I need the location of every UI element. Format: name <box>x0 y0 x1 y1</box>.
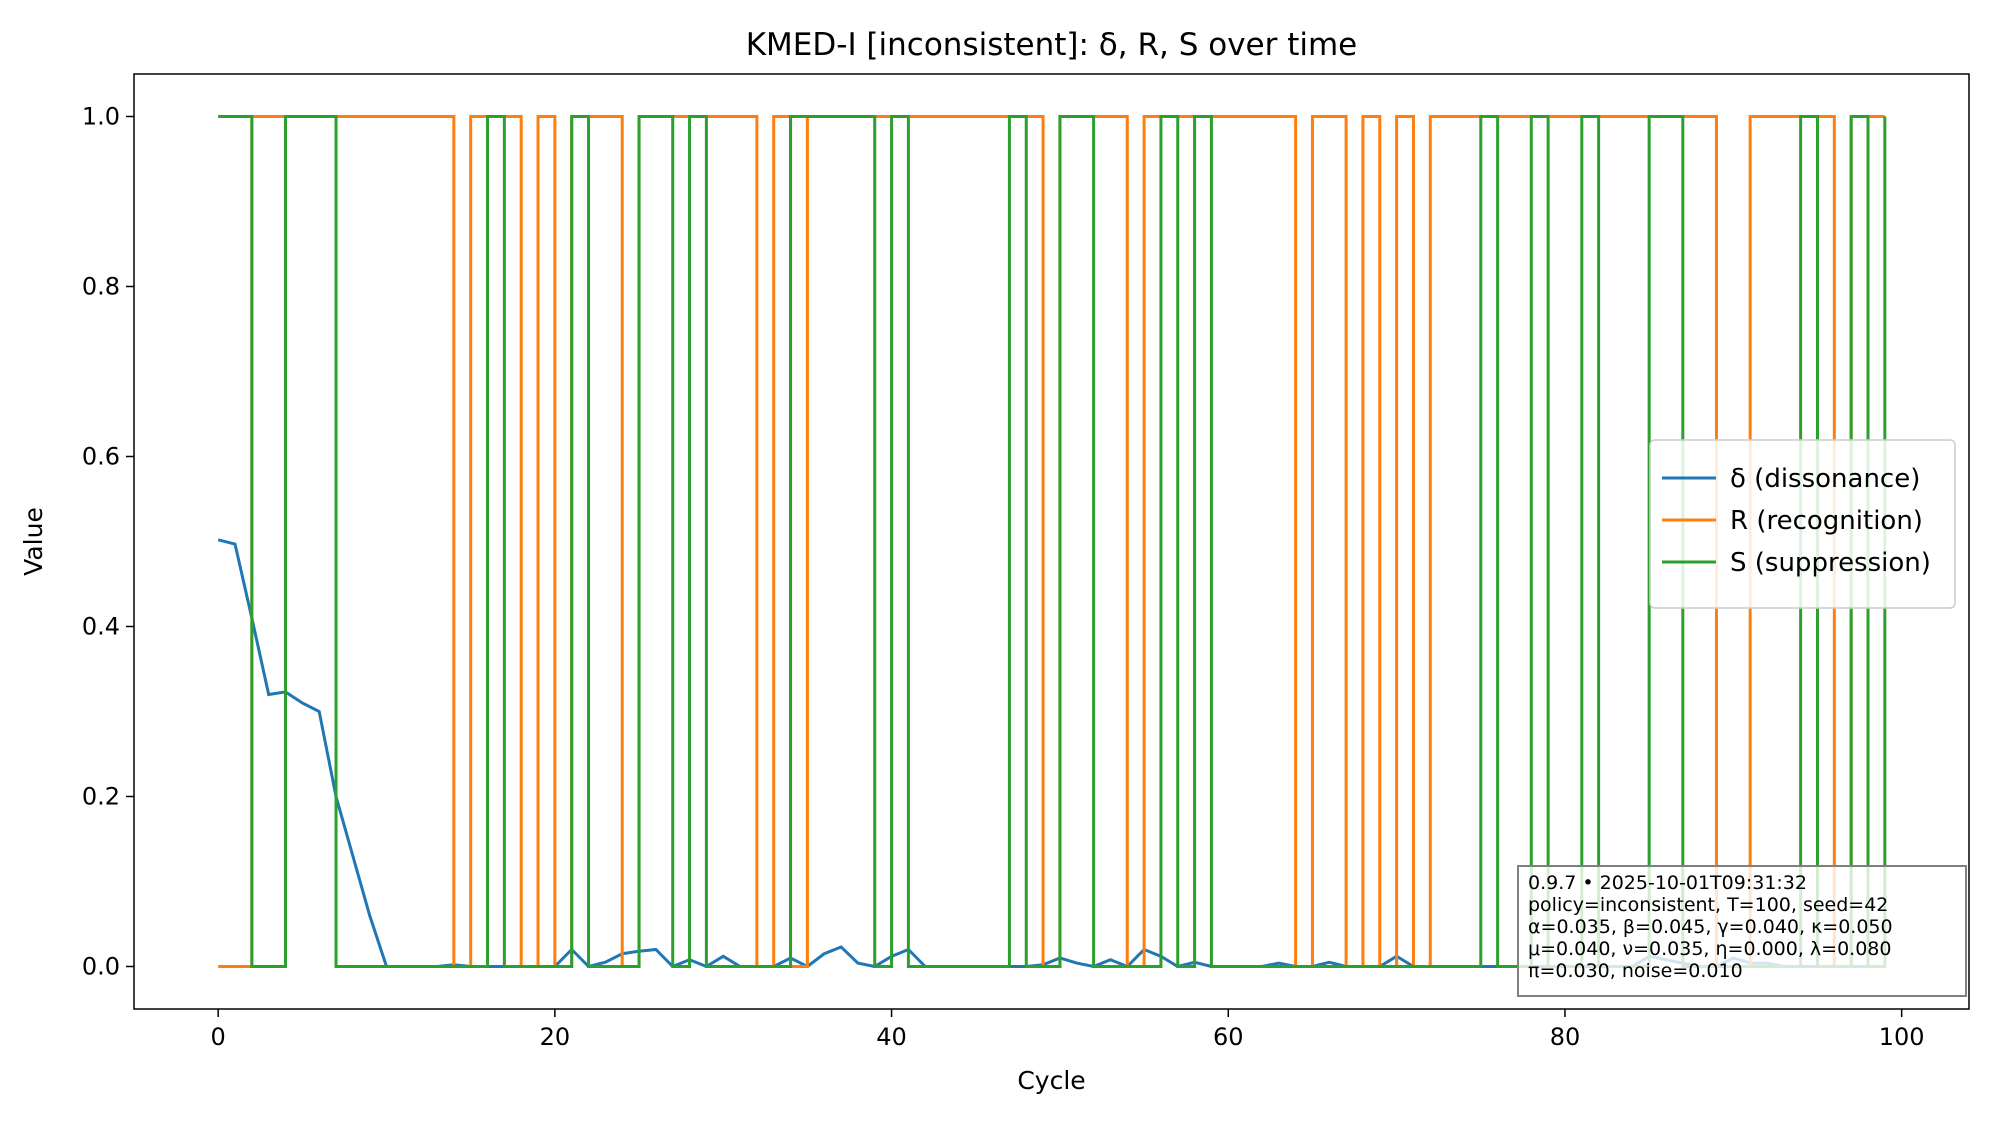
x-tick-label: 60 <box>1213 1023 1244 1051</box>
x-tick-label: 20 <box>540 1023 571 1051</box>
chart-title: KMED-I [inconsistent]: δ, R, S over time <box>746 27 1358 63</box>
y-tick-label: 1.0 <box>82 103 120 131</box>
y-axis: 0.0 0.2 0.4 0.6 0.8 1.0 <box>82 103 134 981</box>
plot-frame <box>133 73 1970 1010</box>
metadata-line-4: π=0.030, noise=0.010 <box>1528 960 1743 982</box>
legend-label-2: S (suppression) <box>1730 548 1931 578</box>
y-tick-label: 0.4 <box>82 613 120 641</box>
legend-label-0: δ (dissonance) <box>1730 464 1920 494</box>
y-tick-label: 0.8 <box>82 273 120 301</box>
metadata-line-1: policy=inconsistent, T=100, seed=42 <box>1528 894 1888 916</box>
legend-frame <box>1649 439 1956 609</box>
y-tick-label: 0.2 <box>82 783 120 811</box>
metadata-line-0: 0.9.7 • 2025-10-01T09:31:32 <box>1528 872 1807 894</box>
series-line-1 <box>218 115 1885 968</box>
y-axis-label: Value <box>19 507 48 576</box>
metadata-frame <box>1517 865 1967 997</box>
x-axis-label: Cycle <box>1017 1066 1085 1095</box>
x-axis: 0 20 40 60 80 100 <box>211 1009 1925 1051</box>
x-tick-label: 100 <box>1879 1023 1925 1051</box>
legend-label-1: R (recognition) <box>1730 506 1923 536</box>
series-layer <box>217 115 1887 969</box>
y-tick-label: 0.6 <box>82 443 120 471</box>
metadata-line-3: μ=0.040, ν=0.035, η=0.000, λ=0.080 <box>1528 938 1891 960</box>
legend: δ (dissonance) R (recognition) S (suppress… <box>1649 439 1956 609</box>
run-metadata-box: 0.9.7 • 2025-10-01T09:31:32policy=incons… <box>1517 865 1967 997</box>
x-tick-label: 80 <box>1550 1023 1581 1051</box>
x-tick-label: 0 <box>211 1023 226 1051</box>
series-line-2 <box>218 115 1887 968</box>
x-tick-label: 40 <box>876 1023 907 1051</box>
y-tick-label: 0.0 <box>82 953 120 981</box>
metadata-line-2: α=0.035, β=0.045, γ=0.040, κ=0.050 <box>1528 916 1893 938</box>
